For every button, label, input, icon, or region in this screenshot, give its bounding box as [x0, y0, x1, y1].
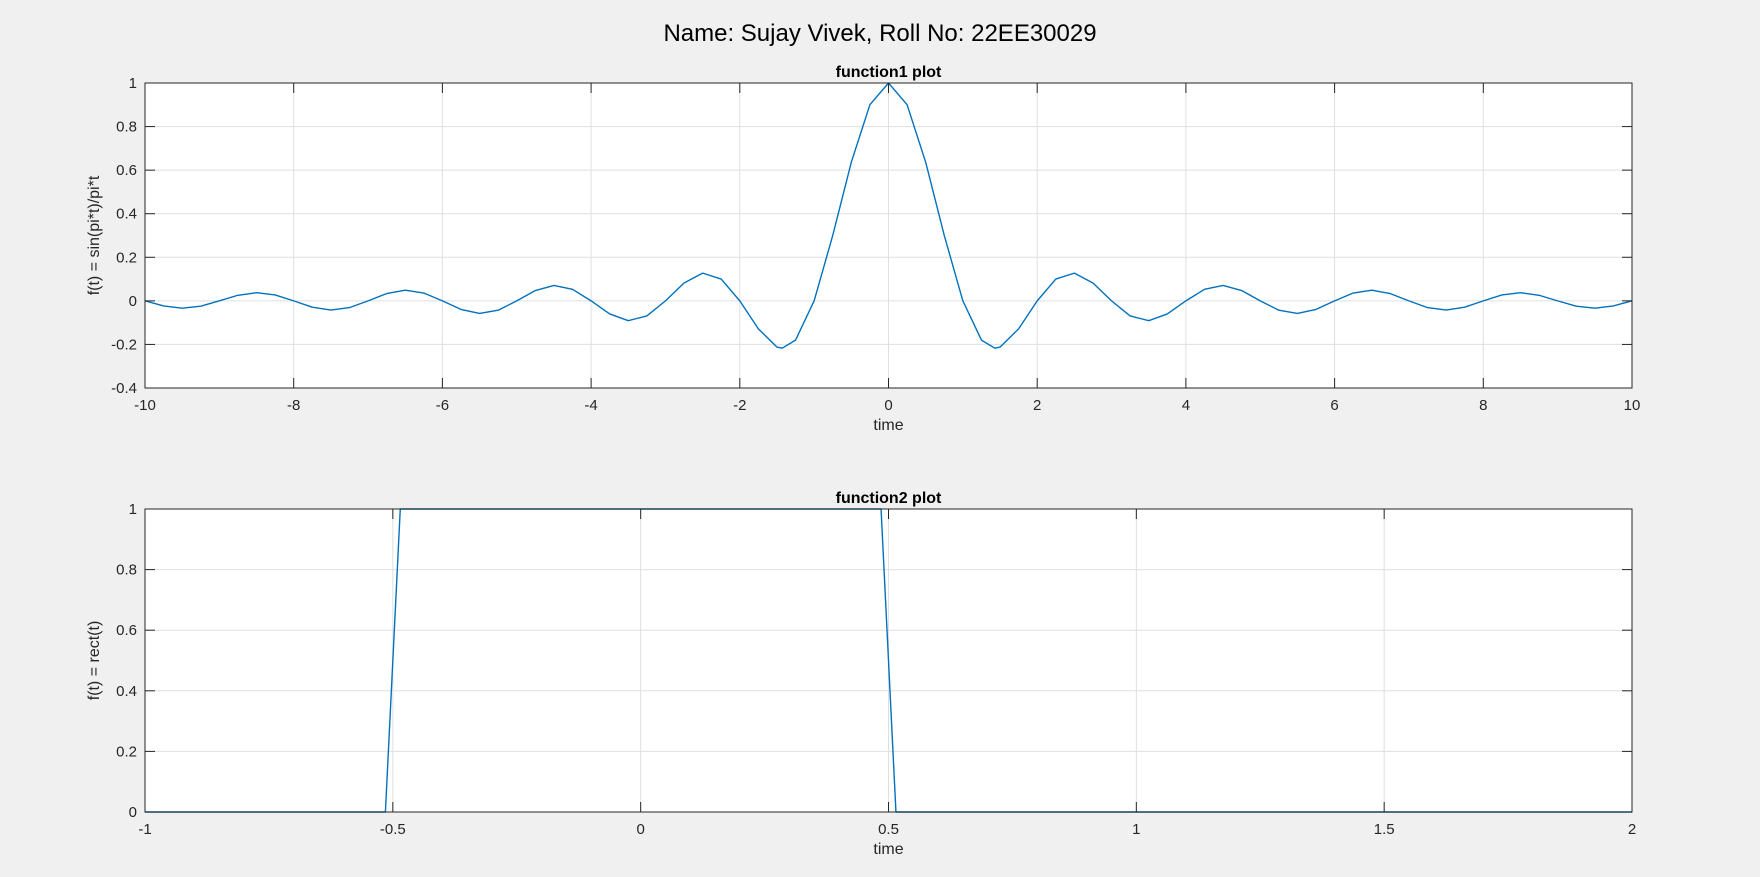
x-tick-label: 4: [1182, 397, 1190, 414]
y-axis-label: f(t) = rect(t): [86, 621, 103, 701]
x-axis-label: time: [873, 417, 903, 434]
y-tick-label: 0.2: [116, 743, 137, 760]
y-tick-label: 0.8: [116, 119, 137, 136]
axes-title: function1 plot: [836, 64, 942, 81]
axes-title: function2 plot: [836, 490, 942, 507]
x-tick-label: 1.5: [1374, 821, 1395, 838]
x-tick-label: -0.5: [380, 821, 406, 838]
x-axis-label: time: [873, 841, 903, 858]
axes-function2: -1 -0.5 0 0.5 1 1.5 2 0 0.2 0.4 0.6 0.8 1 function2 p…: [86, 490, 1636, 858]
x-tick-label: -1: [138, 821, 151, 838]
x-tick-label: 1: [1132, 821, 1140, 838]
y-tick-label: -0.4: [111, 380, 137, 397]
x-tick-label: -4: [584, 397, 597, 414]
x-tick-label: 8: [1479, 397, 1487, 414]
figure-suptitle: Name: Sujay Vivek, Roll No: 22EE30029: [663, 20, 1096, 47]
y-tick-label: -0.2: [111, 336, 137, 353]
x-tick-label: 2: [1628, 821, 1636, 838]
y-tick-label: 1: [129, 501, 137, 518]
y-tick-label: 0.6: [116, 162, 137, 179]
x-tick-label: 2: [1033, 397, 1041, 414]
x-tick-label: 10: [1624, 397, 1641, 414]
x-tick-label: -8: [287, 397, 300, 414]
y-tick-label: 0.2: [116, 249, 137, 266]
y-tick-label: 0.6: [116, 622, 137, 639]
y-tick-label: 1: [129, 75, 137, 92]
x-tick-label: 0.5: [878, 821, 899, 838]
y-axis-label: f(t) = sin(pi*t)/pi*t: [86, 175, 103, 295]
x-tick-label: 0: [636, 821, 644, 838]
y-tick-label: 0.8: [116, 562, 137, 579]
x-tick-label: 0: [884, 397, 892, 414]
y-tick-label: 0.4: [116, 683, 137, 700]
x-tick-label: -6: [436, 397, 449, 414]
axes-function1: -10 -8 -6 -4 -2 0 2 4 6 8 10 -0.4 -0.2 0 0.2 0.4 0.6 0.8 1…: [86, 64, 1640, 434]
y-tick-label: 0: [129, 804, 137, 821]
x-tick-label: 6: [1330, 397, 1338, 414]
y-tick-label: 0.4: [116, 206, 137, 223]
x-tick-label: -10: [134, 397, 156, 414]
x-tick-label: -2: [733, 397, 746, 414]
y-tick-label: 0: [129, 293, 137, 310]
